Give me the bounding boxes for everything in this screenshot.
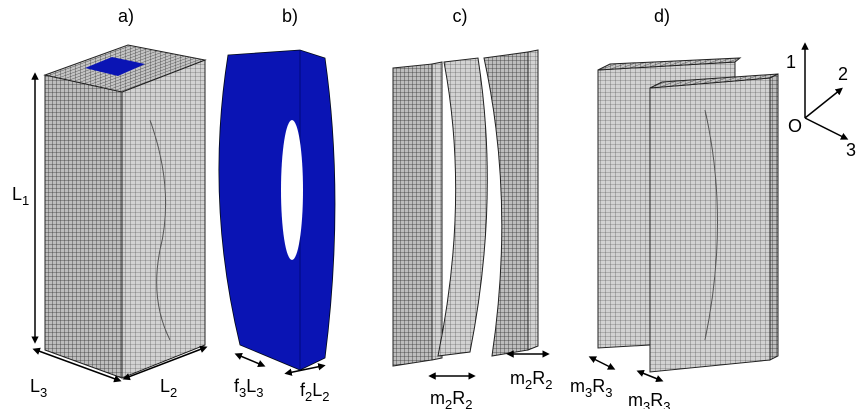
dimension-label: m2R2 [430, 388, 472, 409]
dimension-label: m2R2 [510, 368, 552, 392]
dimension-arrows [31, 72, 664, 383]
subscript: 2 [445, 397, 452, 409]
subscript: 3 [605, 385, 612, 400]
symbol: L [246, 376, 256, 396]
subscript: 3 [40, 385, 47, 400]
subscript: 3 [256, 385, 263, 400]
block-b [218, 49, 336, 371]
subscript: 1 [22, 193, 29, 208]
symbol: L [12, 184, 22, 204]
dimension-label: L2 [160, 376, 177, 400]
dimension-label: f2L2 [300, 380, 330, 404]
axis-label: 3 [846, 140, 856, 160]
panel-label: d) [654, 6, 670, 26]
symbol: R [650, 390, 663, 409]
dimension-label: f3L3 [234, 376, 264, 400]
symbol: R [452, 388, 465, 408]
subscript: 3 [663, 399, 670, 409]
symbol: L [30, 376, 40, 396]
panel-label: b) [282, 6, 298, 26]
axis-label: 2 [838, 64, 848, 84]
subscript: 2 [525, 377, 532, 392]
symbol: L [312, 380, 322, 400]
subscript: 2 [170, 385, 177, 400]
symbol: R [532, 368, 545, 388]
dimension-label: L3 [30, 376, 47, 400]
subscript: 3 [585, 385, 592, 400]
subscript: 2 [322, 389, 329, 404]
dimension-label: m3R3 [628, 390, 670, 409]
panel-label: a) [118, 6, 134, 26]
symbol: f [234, 376, 240, 396]
block-d [597, 57, 779, 373]
subscript: 2 [305, 389, 312, 404]
symbol: L [160, 376, 170, 396]
symbol: R [592, 376, 605, 396]
panel-label: c) [453, 6, 468, 26]
block-c [392, 49, 539, 367]
symbol: m [570, 376, 585, 396]
symbol: m [430, 388, 445, 408]
dimension-label: m3R3 [570, 376, 612, 400]
block-a [43, 44, 207, 379]
symbol: m [510, 368, 525, 388]
symbol: f [300, 380, 306, 400]
axis-label: 1 [786, 52, 796, 72]
axes: O 1 2 3 [786, 42, 856, 160]
subscript: 3 [643, 399, 650, 409]
symbol: m [628, 390, 643, 409]
subscript: 2 [545, 377, 552, 392]
dimension-label: L1 [12, 184, 29, 208]
axis-origin: O [788, 116, 802, 136]
subscript: 2 [465, 397, 472, 409]
subscript: 3 [239, 385, 246, 400]
